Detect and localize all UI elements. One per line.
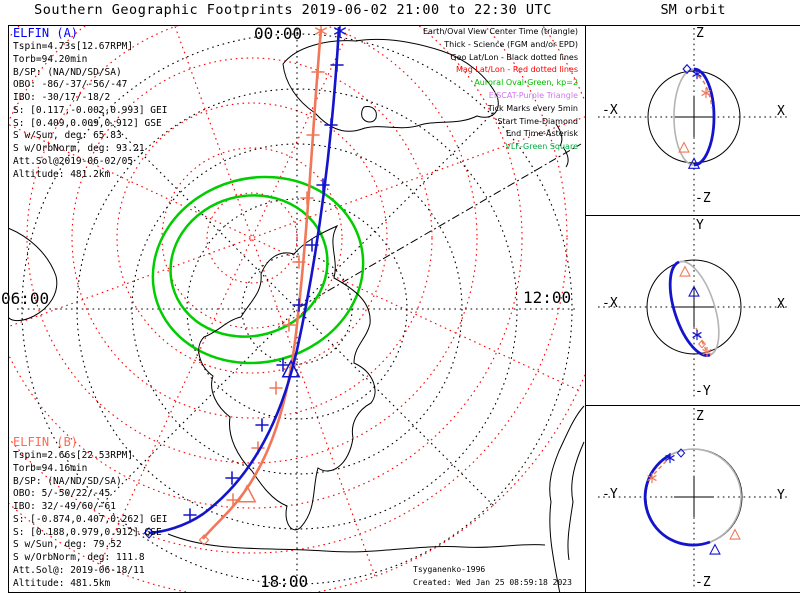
map-legend: Earth/Oval View Center Time (triangle) T…	[258, 26, 578, 154]
elfin-b-info-block: Tspin=2.66s[22.53RPM] Torb=94.16min B/SP…	[13, 450, 167, 590]
legend-line: Geo Lat/Lon - Black dotted lines	[450, 52, 578, 62]
map-border	[8, 25, 586, 593]
sm-orbit-title: SM orbit	[660, 2, 726, 18]
info-line: S w/Sun, deg: 79.52	[13, 539, 122, 551]
info-line: S w/Sun, deg: 65.83	[13, 130, 122, 142]
coast-southern-islands	[167, 533, 546, 553]
legend-line: Tick Marks every 5min	[487, 103, 578, 113]
panel3-orbit-near	[643, 453, 711, 547]
panel2-center-triangle-b	[679, 266, 691, 277]
info-line: OBO: 5/-50/22/-45	[13, 488, 111, 500]
map-panel	[8, 25, 586, 593]
info-line: S w/OrbNorm, deg: 93.21	[13, 143, 145, 154]
info-line: S: [0.409,0.009,0.912] GSE	[13, 117, 162, 129]
coast-africa	[9, 227, 58, 322]
panel2-axis-right-label: X	[777, 297, 785, 312]
page-title: Southern Geographic Footprints 2019-06-0…	[34, 2, 552, 18]
info-line: S: [-0.874,0.407,0.262] GEI	[13, 513, 168, 525]
panel3-axis-bottom-label: -Z	[695, 575, 711, 590]
legend-line: Mag Lat/Lon - Red dotted lines	[455, 65, 578, 75]
legend-line: Auroral Oval-Green, kp=2	[474, 78, 578, 88]
info-line: S: [0.117,-0.002,0.993] GEI	[13, 104, 168, 116]
legend-line: Thick - Science (FGM and/or EPD)	[444, 39, 578, 49]
mlt-label-1200: 12:00	[523, 288, 572, 307]
panel2-center-cross	[674, 287, 714, 327]
coast-tasmania	[361, 106, 377, 123]
info-line: Att.Sol@: 2019-06-18/11	[13, 564, 145, 576]
sm-panel-yz	[598, 408, 790, 588]
panel1-earth-circle	[647, 70, 741, 164]
sm-orbit-panels	[586, 25, 800, 593]
panel3-orbit-far	[669, 448, 742, 543]
view-center-line	[299, 143, 582, 308]
mlt-label-0600: 06:00	[1, 289, 50, 308]
geographic-grid	[17, 29, 577, 589]
info-line: IBO: 32/-49/60/-61	[13, 501, 116, 512]
coastlines	[9, 38, 585, 592]
panel1-axis-right-label: X	[777, 104, 785, 119]
panel1-axis-bottom-label: -Z	[695, 191, 711, 206]
coast-south-america	[549, 405, 585, 592]
info-line: Altitude: 481.2km	[13, 168, 111, 180]
info-line: OBO: -86/-37/-56/-47	[13, 79, 128, 91]
coast-antarctica	[198, 224, 376, 531]
info-line: Tspin=4.73s[12.67RPM]	[13, 41, 134, 52]
info-line: B/SP: (NA/ND/SD/SA)	[13, 475, 122, 487]
panel-borders	[586, 25, 800, 593]
panel3-axis-top-label: Z	[696, 409, 704, 424]
panel3-center-cross	[674, 477, 714, 517]
panel3-axis-right-label: Y	[777, 488, 785, 503]
panel1-orbit-near	[693, 67, 716, 167]
panel2-axis-top-label: Y	[696, 218, 704, 233]
elfin-a-heading: ELFIN (A)	[13, 26, 79, 40]
info-line: S: [0.188,0.979,0.912] GSE	[13, 526, 162, 538]
panel2-axis-bottom-label: -Y	[695, 384, 711, 399]
info-line: Tspin=2.66s[22.53RPM]	[13, 450, 134, 461]
info-line: S w/OrbNorm, deg: 111.8	[13, 552, 145, 563]
panel1-axis-top-label: Z	[696, 26, 704, 41]
created-timestamp: Created: Wed Jan 25 08:59:18 2023	[413, 578, 572, 587]
info-line: Torb=94.16min	[13, 462, 88, 474]
panel1-axis-left-label: -X	[602, 103, 618, 118]
legend-line: End Time-Asterisk	[505, 129, 578, 139]
info-line: Altitude: 481.5km	[13, 577, 111, 589]
panel2-axis-left-label: -X	[602, 296, 618, 311]
legend-line: Start Time-Diamond	[497, 116, 578, 126]
panel3-axis-left-label: -Y	[602, 487, 618, 502]
elfin-b-heading: ELFIN (B)	[13, 435, 79, 449]
legend-line: EISCAT-Purple Triangle	[488, 90, 578, 100]
elfin-a-track	[143, 26, 347, 539]
mlt-label-0000: 00:00	[254, 24, 303, 43]
model-credit: Tsyganenko-1996	[413, 565, 486, 574]
panel2-earth-circle	[646, 259, 742, 355]
panel3-center-triangle-b	[729, 529, 741, 540]
panel3-mag-track-dashed	[653, 457, 670, 475]
panel1-mag-track-dashed	[697, 75, 713, 109]
panel2-orbit-near	[668, 260, 711, 357]
sm-panel-xz	[598, 28, 790, 212]
info-line: B/SP: (NA/ND/SD/SA)	[13, 66, 122, 78]
legend-line: VLF-Green Square	[505, 142, 578, 152]
info-line: Att.Sol@2019-06-02/05	[13, 155, 134, 167]
info-line: Torb=94.20min	[13, 53, 88, 65]
magnetic-grid	[9, 26, 585, 592]
coast-new-zealand	[555, 123, 569, 168]
panel1-orbit-far	[673, 68, 695, 166]
elfin-a-info-block: Tspin=4.73s[12.67RPM] Torb=94.20min B/SP…	[13, 41, 167, 181]
info-line: IBO: -30/17/-18/2	[13, 92, 111, 103]
sm-panel-xy	[598, 218, 790, 400]
panel1-center-cross	[674, 97, 714, 137]
panel2-orbit-far	[678, 260, 720, 356]
mlt-label-1800: 18:00	[260, 572, 309, 591]
legend-line: Earth/Oval View Center Time (triangle)	[422, 27, 578, 36]
panel3-center-triangle-a	[709, 544, 721, 555]
auroral-oval	[151, 175, 365, 365]
